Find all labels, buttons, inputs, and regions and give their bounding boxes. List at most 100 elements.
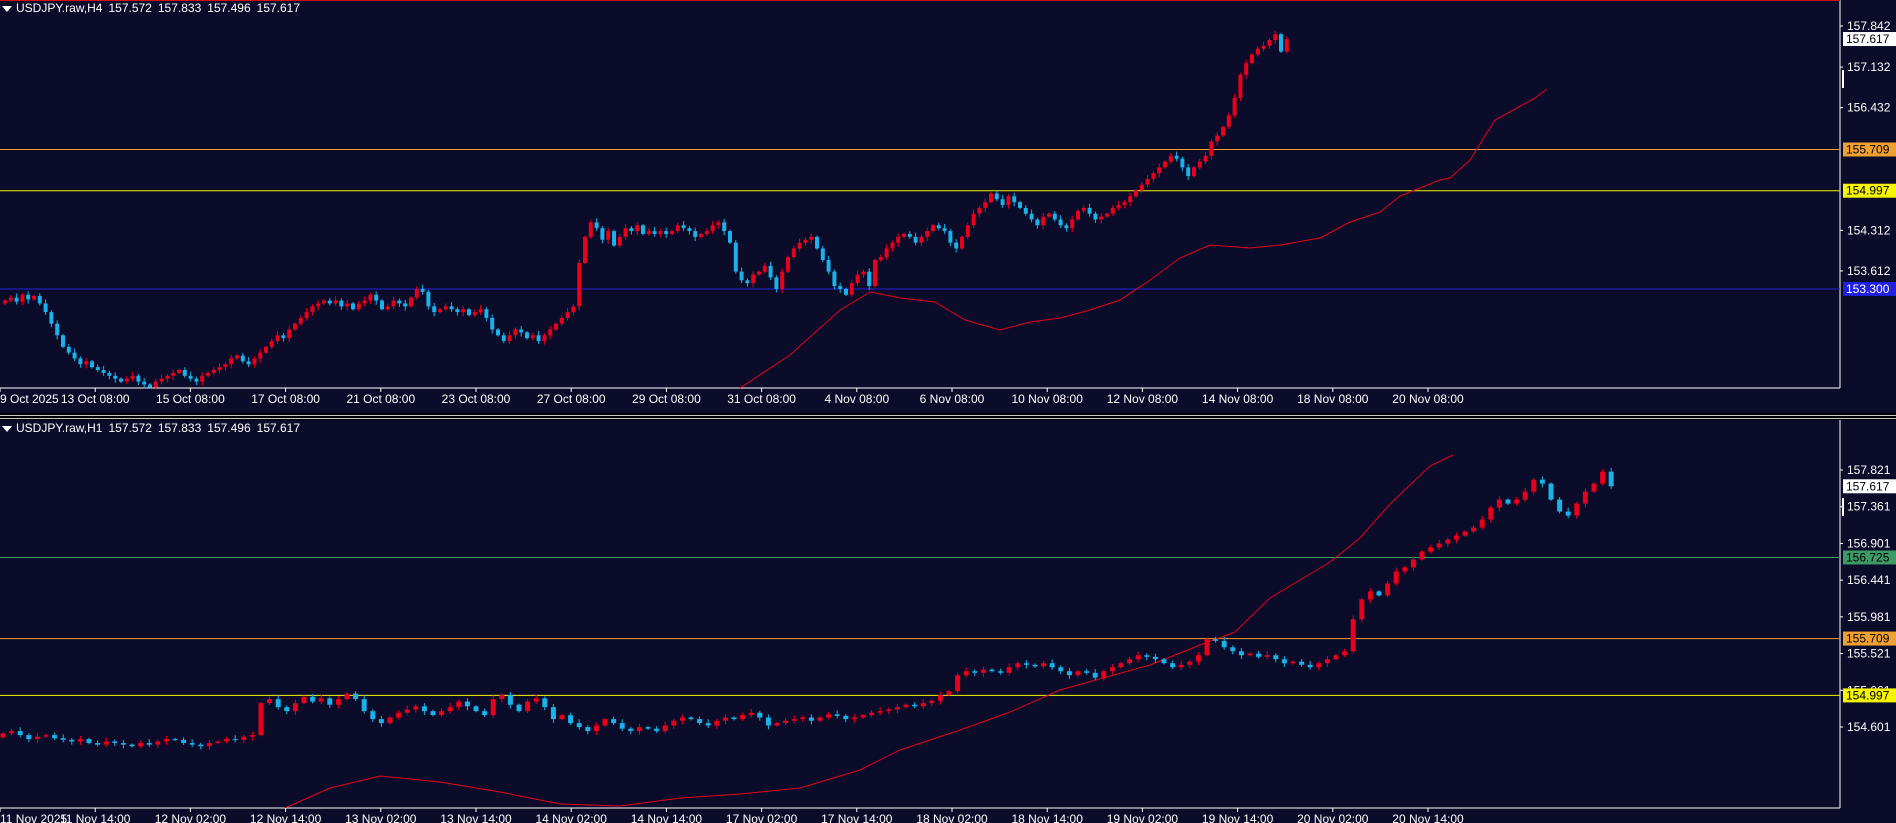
candle-body (1333, 655, 1339, 660)
candle-body (1049, 663, 1055, 668)
candle-body (1531, 479, 1537, 492)
candle-body (129, 744, 135, 747)
candle-body (1453, 535, 1459, 540)
candle-body (374, 294, 379, 301)
candle-body (507, 695, 513, 705)
candle-body (69, 739, 75, 742)
h1-time-label: 19 Nov 02:00 (1107, 812, 1179, 823)
candle-body (960, 236, 964, 249)
candle-body (1093, 213, 1098, 220)
pane-separator[interactable] (0, 413, 1896, 420)
h1-time-label: 12 Nov 14:00 (250, 812, 322, 823)
dropdown-triangle-icon[interactable] (2, 425, 12, 432)
h4-time-label: 18 Nov 08:00 (1297, 392, 1369, 406)
candle-body (602, 719, 608, 726)
candle-body (1367, 591, 1373, 600)
candle-body (658, 231, 663, 234)
candle-body (119, 378, 123, 382)
candle-body (693, 231, 698, 237)
candle-body (267, 699, 273, 704)
candle-body (583, 236, 587, 263)
candle-body (1134, 190, 1138, 197)
candle-body (1316, 663, 1322, 668)
candle-body (235, 355, 239, 359)
candle-body (84, 361, 89, 365)
candle-body (241, 736, 247, 740)
candle-body (530, 335, 535, 339)
candle-body (937, 695, 943, 701)
candle-body (705, 723, 711, 726)
candle-body (1178, 664, 1184, 668)
candle-body (662, 725, 668, 732)
candle-body (820, 248, 825, 261)
h4-price-label: 156.432 (1847, 101, 1891, 115)
candle-body (188, 375, 193, 379)
candle-body (629, 228, 634, 232)
candle-body (1076, 210, 1080, 220)
candle-body (1152, 656, 1158, 660)
h4-level-tag-label-yellow: 154.997 (1846, 184, 1890, 198)
candle-body (619, 723, 625, 729)
candle-body (791, 719, 797, 721)
candle-body (671, 720, 677, 726)
candle-body (965, 225, 970, 237)
candle-body (1105, 213, 1109, 217)
candle-body (1307, 664, 1313, 668)
h4-chart-pane[interactable]: 157.842 157.132 156.432 154.312 153.612 157.6… (0, 0, 1896, 413)
h1-price-label: 157.821 (1847, 463, 1891, 477)
h4-price-label: 157.842 (1847, 19, 1891, 33)
candle-body (791, 248, 796, 258)
candle-body (877, 711, 883, 713)
candle-body (327, 698, 333, 705)
candle-body (826, 714, 832, 718)
candle-body (585, 727, 591, 732)
candle-body (780, 271, 785, 289)
candle-body (645, 727, 651, 729)
candle-body (198, 744, 204, 747)
candle-body (1359, 599, 1365, 620)
candle-body (217, 367, 222, 371)
h1-chart-canvas[interactable]: 157.821 157.361 156.901 156.441 155.981 155.5… (0, 420, 1896, 823)
candle-body (211, 370, 216, 373)
candle-body (594, 222, 599, 229)
candle-body (1041, 216, 1046, 226)
h4-price-label: 153.612 (1847, 264, 1891, 278)
candle-body (478, 309, 483, 313)
candle-body (860, 715, 866, 718)
candle-body (1122, 202, 1127, 206)
h1-time-label: 18 Nov 14:00 (1012, 812, 1084, 823)
dropdown-triangle-icon[interactable] (2, 5, 12, 12)
candle-body (499, 695, 505, 700)
candle-body (1488, 507, 1494, 520)
candle-body (60, 738, 66, 740)
candle-body (404, 709, 410, 713)
candle-body (894, 707, 900, 710)
candle-body (873, 260, 877, 287)
candle-body (112, 741, 118, 744)
candle-body (1174, 155, 1179, 159)
h4-chart-canvas[interactable]: 157.842 157.132 156.432 154.312 153.612 157.6… (0, 0, 1896, 413)
candle-body (3, 300, 7, 304)
h4-price-label: 154.312 (1847, 223, 1891, 237)
candle-body (200, 375, 205, 382)
candle-body (1075, 671, 1081, 676)
candle-body (1195, 655, 1201, 662)
candle-body (1066, 671, 1072, 676)
candle-body (844, 288, 848, 295)
candle-body (606, 231, 611, 240)
candle-body (351, 303, 355, 310)
candle-body (1574, 503, 1580, 516)
candle-body (0, 733, 6, 738)
candle-body (519, 329, 524, 333)
candle-body (1410, 559, 1416, 568)
candle-body (722, 222, 727, 232)
h1-moving-average-line (284, 454, 1454, 809)
h1-chart-pane[interactable]: 157.821 157.361 156.901 156.441 155.981 155.5… (0, 420, 1896, 823)
candle-body (159, 378, 164, 382)
candle-body (902, 233, 906, 237)
candle-body (1522, 491, 1528, 500)
candle-body (675, 225, 680, 232)
candle-body (542, 698, 548, 708)
candle-body (1035, 219, 1040, 226)
candle-body (1070, 219, 1075, 229)
